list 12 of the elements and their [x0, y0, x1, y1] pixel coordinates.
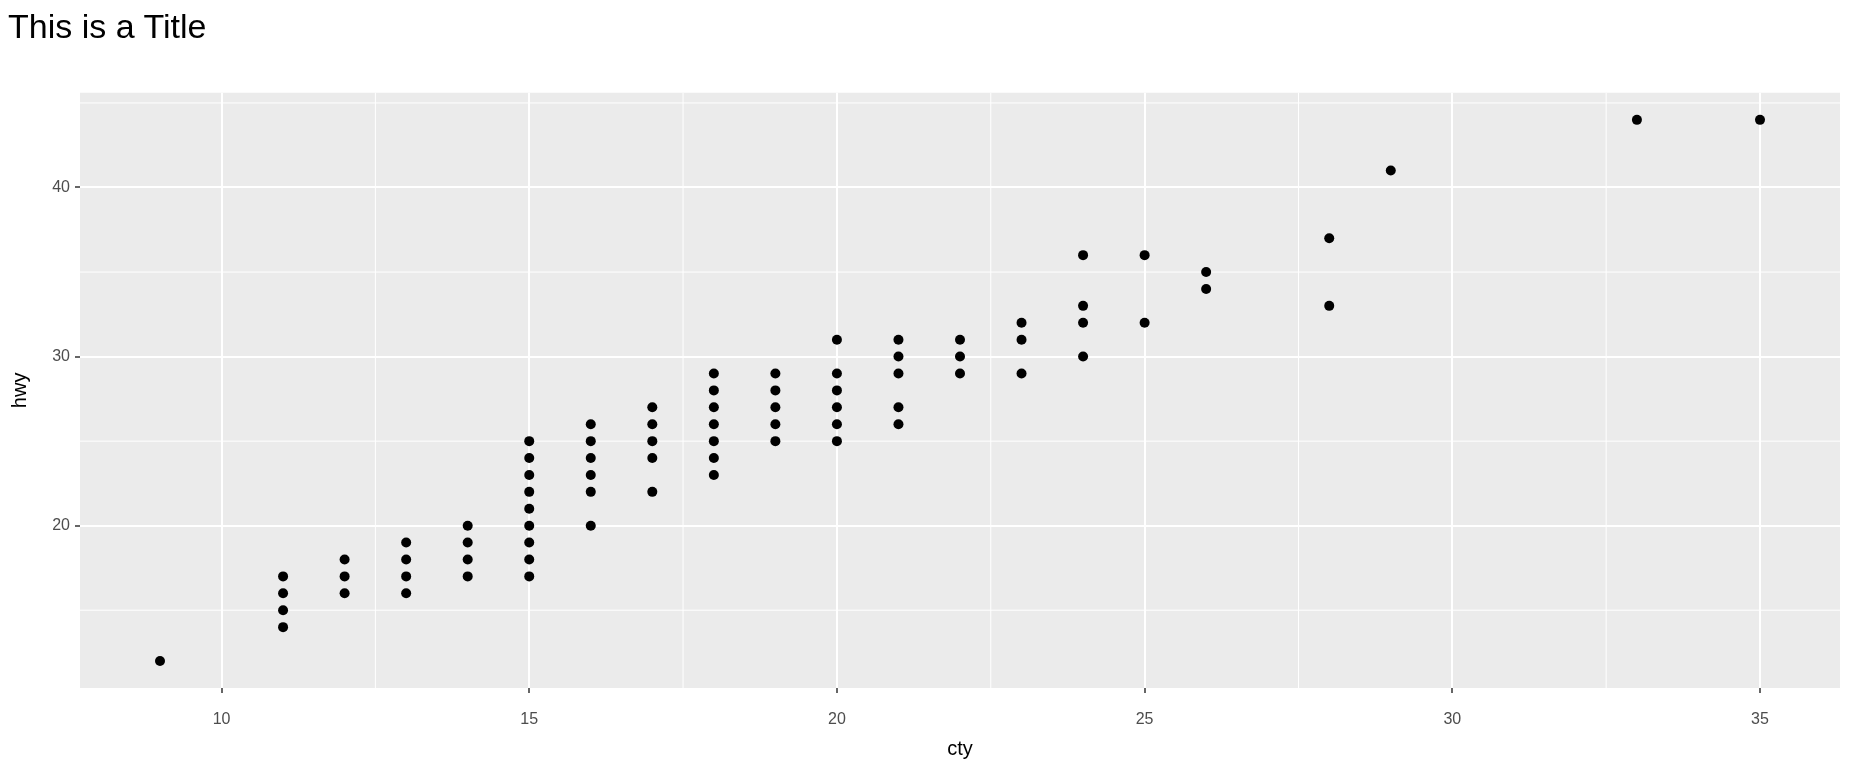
x-tick-label: 35: [1751, 710, 1769, 728]
y-tick-label: 40: [52, 177, 71, 195]
y-tick-label: 20: [52, 516, 71, 534]
x-tick-label: 15: [520, 710, 539, 728]
chart-title: This is a Title: [8, 6, 207, 45]
x-tick-label: 25: [1135, 710, 1154, 728]
y-tick-label: 30: [52, 346, 71, 364]
y-axis-title: hwy: [7, 372, 30, 409]
x-tick-label: 10: [212, 710, 231, 728]
x-tick-label: 20: [828, 710, 846, 728]
x-tick-label: 30: [1443, 710, 1462, 728]
x-axis-title: cty: [947, 736, 973, 759]
